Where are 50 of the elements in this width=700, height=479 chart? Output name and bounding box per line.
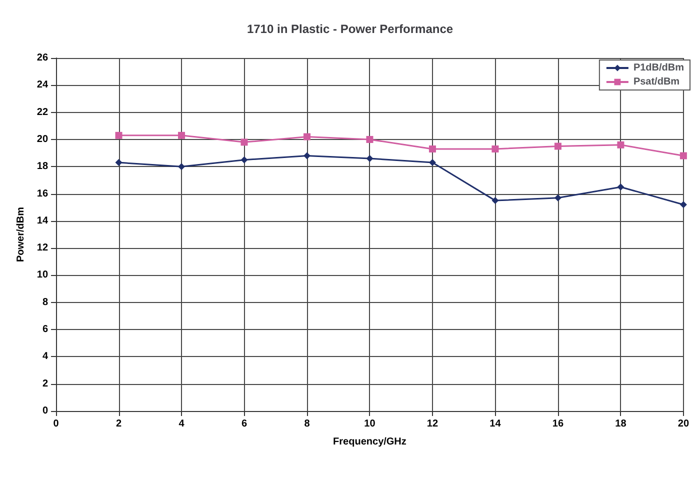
y-tick-label: 12 bbox=[36, 242, 48, 254]
x-tick-label: 2 bbox=[116, 418, 122, 430]
point bbox=[115, 159, 122, 166]
x-tick-label: 14 bbox=[490, 418, 502, 430]
y-tick-label: 24 bbox=[36, 80, 48, 91]
x-tick-label: 20 bbox=[678, 418, 690, 430]
point bbox=[554, 142, 562, 150]
x-tick-label: 16 bbox=[552, 418, 564, 430]
y-tick-label: 2 bbox=[42, 378, 48, 390]
point bbox=[680, 152, 687, 160]
point bbox=[428, 159, 436, 166]
point bbox=[178, 163, 186, 170]
point bbox=[617, 141, 624, 148]
y-tick-label: 8 bbox=[42, 296, 48, 308]
point bbox=[366, 136, 374, 143]
x-tick-label: 4 bbox=[178, 418, 185, 430]
point bbox=[492, 197, 499, 204]
y-tick-label: 4 bbox=[42, 351, 48, 362]
point bbox=[680, 201, 687, 208]
x-tick-label: 12 bbox=[426, 418, 438, 430]
x-axis-title: Frequency/GHz bbox=[333, 436, 406, 448]
point bbox=[178, 132, 186, 139]
x-tick-label: 0 bbox=[53, 418, 60, 430]
point bbox=[303, 152, 310, 160]
y-tick-label: 14 bbox=[36, 215, 48, 226]
y-tick-label: 0 bbox=[42, 406, 48, 416]
y-tick-label: 20 bbox=[36, 134, 48, 145]
x-tick-label: 6 bbox=[241, 418, 248, 430]
point bbox=[366, 154, 374, 162]
point bbox=[617, 183, 624, 190]
point bbox=[554, 194, 562, 202]
y-tick-label: 16 bbox=[36, 188, 48, 200]
x-tick-label: 10 bbox=[364, 418, 376, 430]
chart-title: 1710 in Plastic - Power Performance bbox=[246, 22, 454, 36]
y-tick-label: 6 bbox=[42, 324, 48, 336]
legend-label: P1dB/dBm bbox=[633, 62, 684, 74]
x-tick-label: 18 bbox=[615, 418, 627, 430]
point bbox=[115, 132, 122, 139]
y-tick-label: 22 bbox=[36, 106, 48, 118]
point bbox=[492, 145, 499, 152]
legend-label: Psat/dBm bbox=[633, 76, 680, 88]
point bbox=[428, 145, 436, 152]
y-axis-title: Power/dBm bbox=[16, 206, 26, 262]
y-tick-label: 18 bbox=[36, 161, 48, 172]
point bbox=[303, 133, 310, 140]
point bbox=[240, 138, 248, 146]
x-tick-label: 8 bbox=[304, 418, 310, 430]
y-tick-label: 10 bbox=[36, 270, 48, 281]
point bbox=[240, 156, 248, 164]
y-tick-label: 26 bbox=[36, 52, 48, 64]
